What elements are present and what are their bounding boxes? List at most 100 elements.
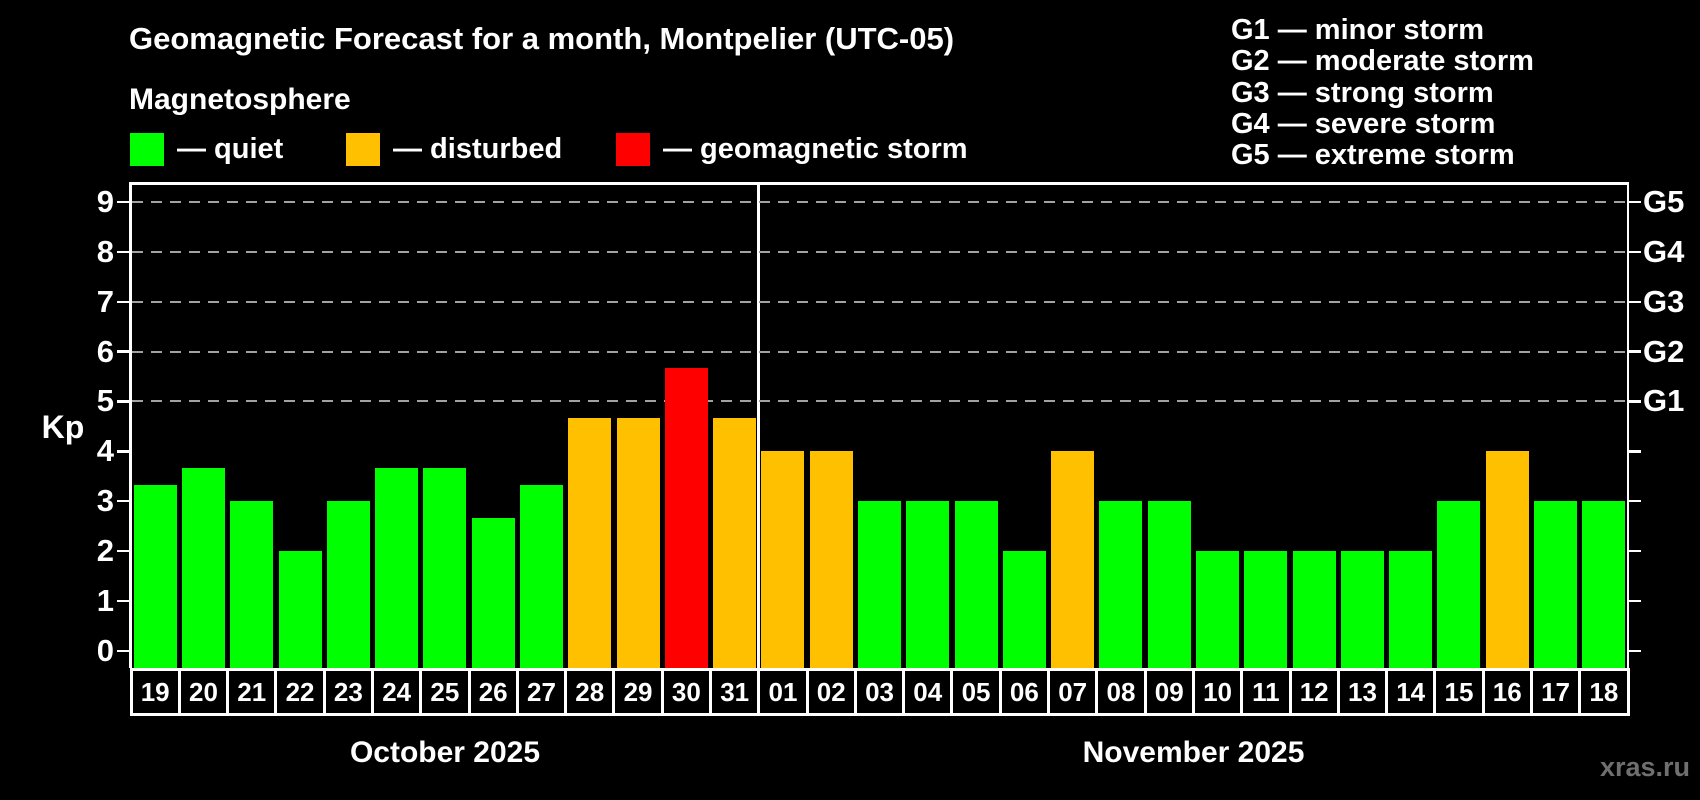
day-cell-separator <box>226 668 230 716</box>
day-cell-separator <box>564 668 568 716</box>
kp-bar <box>1002 551 1046 668</box>
day-label: 11 <box>1252 676 1280 707</box>
watermark: xras.ru <box>1599 752 1690 782</box>
g-scale-label: G3 <box>1643 283 1685 319</box>
y-axis-tick <box>117 400 129 403</box>
day-cell-separator <box>274 668 278 716</box>
storm-scale-line-g5: G5 — extreme storm <box>1231 139 1515 172</box>
y-tick-label: 0 <box>96 632 114 668</box>
month-label-october: October 2025 <box>349 736 541 769</box>
y-tick-label: 7 <box>96 283 114 319</box>
quiet-swatch <box>130 133 164 166</box>
gridline <box>132 201 1626 203</box>
day-row-bottom-line <box>129 713 1630 716</box>
kp-bar <box>568 417 612 668</box>
storm-scale-line-g2: G2 — moderate storm <box>1231 45 1534 78</box>
day-cell-separator <box>1095 668 1099 716</box>
day-label: 28 <box>575 676 605 707</box>
day-cell-separator <box>1481 668 1485 716</box>
y-axis-tick <box>117 250 129 254</box>
day-cell-separator <box>1240 668 1244 716</box>
day-cell-separator <box>950 668 954 716</box>
y-axis-tick <box>117 549 129 553</box>
right-axis-tick <box>1629 599 1641 603</box>
day-cell-separator <box>1336 668 1340 716</box>
kp-bar <box>713 417 757 668</box>
kp-bar <box>181 467 225 668</box>
kp-bar <box>1292 551 1336 668</box>
day-label: 26 <box>478 676 508 707</box>
kp-bar <box>906 501 950 668</box>
kp-bar <box>471 517 515 668</box>
day-label: 13 <box>1347 676 1377 707</box>
storm-swatch <box>616 133 650 166</box>
day-label: 08 <box>1106 676 1136 707</box>
right-axis-tick <box>1629 350 1641 353</box>
day-label: 09 <box>1154 676 1184 707</box>
day-label: 30 <box>671 676 701 707</box>
kp-bar <box>133 484 177 668</box>
day-cell-separator <box>1433 668 1437 716</box>
kp-bar <box>1389 551 1433 668</box>
day-cell-separator <box>902 668 906 716</box>
day-label: 05 <box>961 676 991 707</box>
right-axis-tick <box>1629 250 1641 254</box>
gridline <box>132 300 1626 303</box>
legend-item-label: — quiet <box>177 133 284 165</box>
y-tick-label: 9 <box>96 184 114 219</box>
day-label: 22 <box>285 676 315 707</box>
day-cell-separator <box>612 668 616 716</box>
kp-bar <box>326 501 370 668</box>
kp-bar <box>809 451 853 668</box>
day-label: 16 <box>1492 676 1522 707</box>
day-cell-separator <box>1288 668 1292 716</box>
magnetosphere-subtitle: Magnetosphere <box>129 83 351 116</box>
day-cell-separator <box>322 668 326 716</box>
g-scale-label: G5 <box>1643 184 1685 219</box>
day-label: 23 <box>333 676 363 707</box>
day-label: 06 <box>1009 676 1039 707</box>
kp-bar <box>1051 451 1095 668</box>
day-label: 19 <box>140 676 170 707</box>
day-cell-separator <box>177 668 181 716</box>
day-label: 14 <box>1396 676 1426 707</box>
y-tick-label: 6 <box>96 333 114 369</box>
kp-bar <box>664 368 708 668</box>
kp-bar <box>858 501 902 668</box>
day-cell-separator <box>853 668 857 716</box>
kp-bar <box>1437 501 1481 668</box>
y-axis-tick <box>117 300 129 303</box>
kp-bar <box>1099 501 1143 668</box>
day-cell-separator <box>371 668 374 716</box>
kp-bar <box>954 501 998 668</box>
legend-item-label: — disturbed <box>393 133 563 165</box>
day-cell-separator <box>660 668 664 716</box>
y-tick-label: 8 <box>96 233 114 269</box>
disturbed-swatch <box>346 133 380 166</box>
day-cell-separator <box>1385 668 1388 716</box>
day-label: 29 <box>623 676 653 707</box>
day-label: 07 <box>1058 676 1088 707</box>
day-cell-separator <box>998 668 1002 716</box>
kp-bar <box>1534 501 1578 668</box>
day-label: 20 <box>188 676 218 707</box>
y-axis-line <box>129 182 132 668</box>
legend-item-disturbed: — disturbed <box>346 133 562 166</box>
right-axis-tick <box>1629 450 1641 453</box>
day-cell-separator <box>1143 668 1147 716</box>
y-axis-tick <box>117 649 129 652</box>
right-axis-line <box>1626 182 1629 668</box>
day-cell-separator <box>757 668 761 716</box>
month-label-november: November 2025 <box>1082 736 1305 769</box>
y-tick-label: 3 <box>96 483 114 519</box>
storm-scale-legend: G1 — minor storm G2 — moderate storm G3 … <box>1231 14 1534 172</box>
right-axis-tick <box>1629 400 1641 403</box>
kp-bar <box>375 467 419 668</box>
day-cell-separator <box>467 668 471 716</box>
y-axis-tick <box>117 499 129 503</box>
storm-scale-line-g3: G3 — strong storm <box>1231 76 1494 109</box>
day-label: 17 <box>1541 676 1570 707</box>
day-cell-separator <box>1626 668 1630 716</box>
day-cell-separator <box>129 668 133 716</box>
